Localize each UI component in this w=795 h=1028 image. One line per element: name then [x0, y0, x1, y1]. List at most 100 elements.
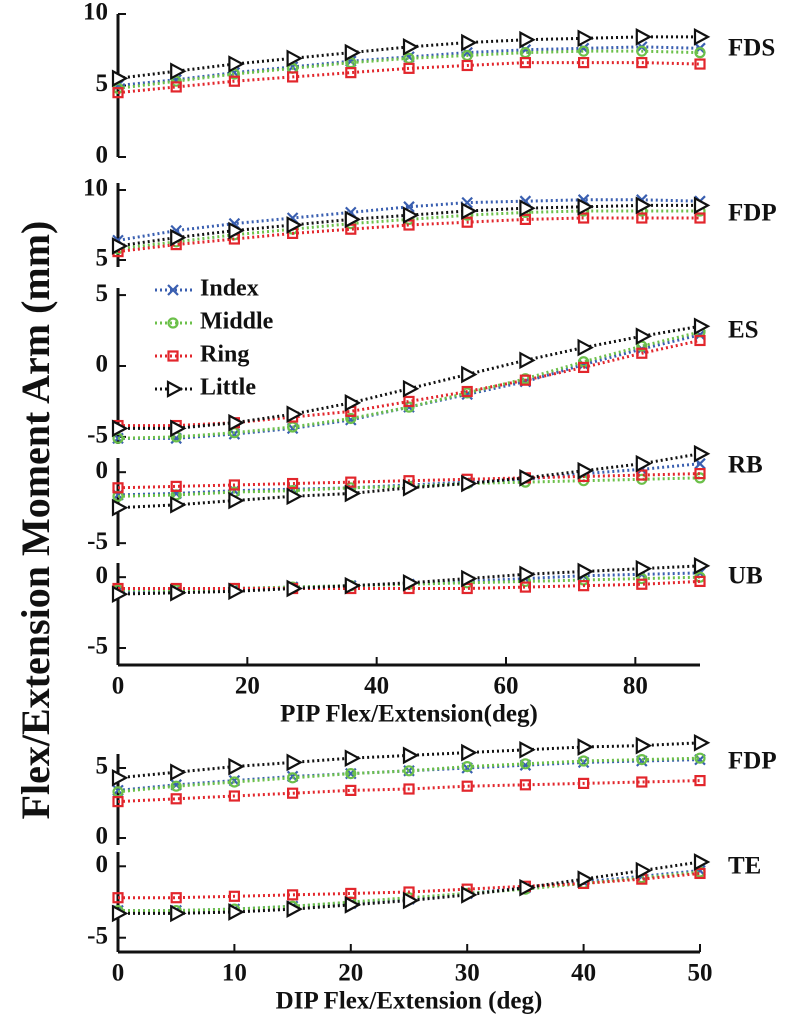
- marker: [228, 491, 245, 510]
- marker: [693, 853, 711, 871]
- y-tick-label: 0: [96, 351, 109, 378]
- marker: [636, 776, 648, 788]
- marker: [577, 777, 590, 790]
- marker: [461, 385, 473, 398]
- marker: [577, 197, 594, 216]
- marker: [694, 212, 706, 224]
- series-line: [117, 756, 701, 794]
- marker: [228, 776, 240, 788]
- y-tick-label: 10: [83, 0, 108, 26]
- series-line: [117, 35, 700, 80]
- y-tick-label: 0: [96, 562, 109, 589]
- marker: [461, 569, 478, 588]
- marker: [519, 878, 536, 897]
- marker: [636, 57, 648, 69]
- panel-label: FDP: [728, 200, 777, 227]
- x-tick-label: 40: [571, 960, 596, 987]
- series-line: [117, 209, 700, 251]
- marker: [170, 228, 187, 247]
- legend-marker: [167, 317, 179, 329]
- marker: [577, 57, 590, 69]
- marker: [577, 870, 594, 888]
- marker: [403, 395, 415, 408]
- marker: [577, 29, 594, 48]
- marker: [694, 774, 706, 787]
- marker: [519, 374, 532, 386]
- marker: [635, 28, 653, 46]
- legend-marker: [167, 350, 179, 362]
- marker: [519, 758, 532, 770]
- marker: [577, 755, 590, 767]
- marker: [635, 861, 653, 880]
- y-tick-label: 0: [96, 142, 109, 169]
- marker: [344, 210, 362, 229]
- y-tick-label: -5: [87, 528, 108, 555]
- marker: [111, 904, 129, 923]
- marker: [170, 480, 182, 492]
- marker: [402, 379, 420, 398]
- marker: [403, 62, 415, 74]
- legend-label: Index: [200, 276, 259, 302]
- x-tick-label: 60: [494, 673, 519, 700]
- marker: [111, 498, 129, 517]
- marker: [170, 780, 182, 792]
- x-tick-label: 0: [112, 673, 125, 700]
- marker: [635, 736, 653, 755]
- x-tick-label: 20: [235, 673, 260, 700]
- x-tick-label: 80: [623, 673, 648, 700]
- marker: [577, 212, 590, 224]
- marker: [402, 38, 420, 56]
- y-tick-label: 5: [96, 245, 109, 272]
- marker: [286, 487, 303, 506]
- marker: [636, 347, 648, 359]
- marker: [402, 573, 420, 592]
- x-tick-label: 50: [688, 960, 713, 987]
- marker: [403, 783, 415, 795]
- x-tick-label: 0: [112, 960, 125, 987]
- series-line: [117, 216, 700, 254]
- y-tick-label: 5: [96, 70, 109, 97]
- panel-label: RB: [728, 452, 763, 479]
- x-tick-label: 30: [455, 960, 480, 987]
- panel-label: ES: [728, 317, 759, 344]
- series-line: [117, 472, 701, 490]
- marker: [694, 575, 706, 588]
- legend-marker: [166, 380, 184, 398]
- marker: [635, 327, 653, 346]
- marker: [287, 787, 299, 799]
- marker: [519, 469, 536, 487]
- marker: [170, 583, 187, 602]
- marker: [345, 476, 357, 488]
- marker: [344, 749, 362, 768]
- series-line: [117, 49, 701, 90]
- marker: [345, 67, 357, 79]
- series-line: [118, 871, 701, 900]
- marker: [693, 28, 711, 46]
- marker: [287, 71, 299, 83]
- marker: [345, 767, 357, 780]
- marker: [228, 890, 240, 902]
- marker: [461, 33, 478, 52]
- marker: [577, 45, 590, 57]
- marker: [694, 468, 706, 480]
- marker: [635, 559, 653, 578]
- marker: [228, 757, 245, 776]
- marker: [286, 216, 303, 234]
- legend-marker: [167, 284, 179, 296]
- marker: [577, 580, 590, 592]
- marker: [461, 216, 473, 228]
- marker: [636, 45, 648, 57]
- marker: [402, 206, 420, 225]
- marker: [636, 753, 648, 766]
- marker: [693, 196, 711, 215]
- series-line: [118, 339, 701, 428]
- marker: [111, 419, 129, 438]
- x-axis-label: DIP Flex/Extension (deg): [276, 988, 543, 1015]
- y-tick-label: 5: [96, 753, 109, 780]
- marker: [461, 59, 473, 72]
- series-line: [117, 45, 701, 87]
- x-axis-label: PIP Flex/Extension(deg): [280, 701, 538, 728]
- marker: [519, 213, 532, 225]
- x-tick-label: 10: [222, 960, 247, 987]
